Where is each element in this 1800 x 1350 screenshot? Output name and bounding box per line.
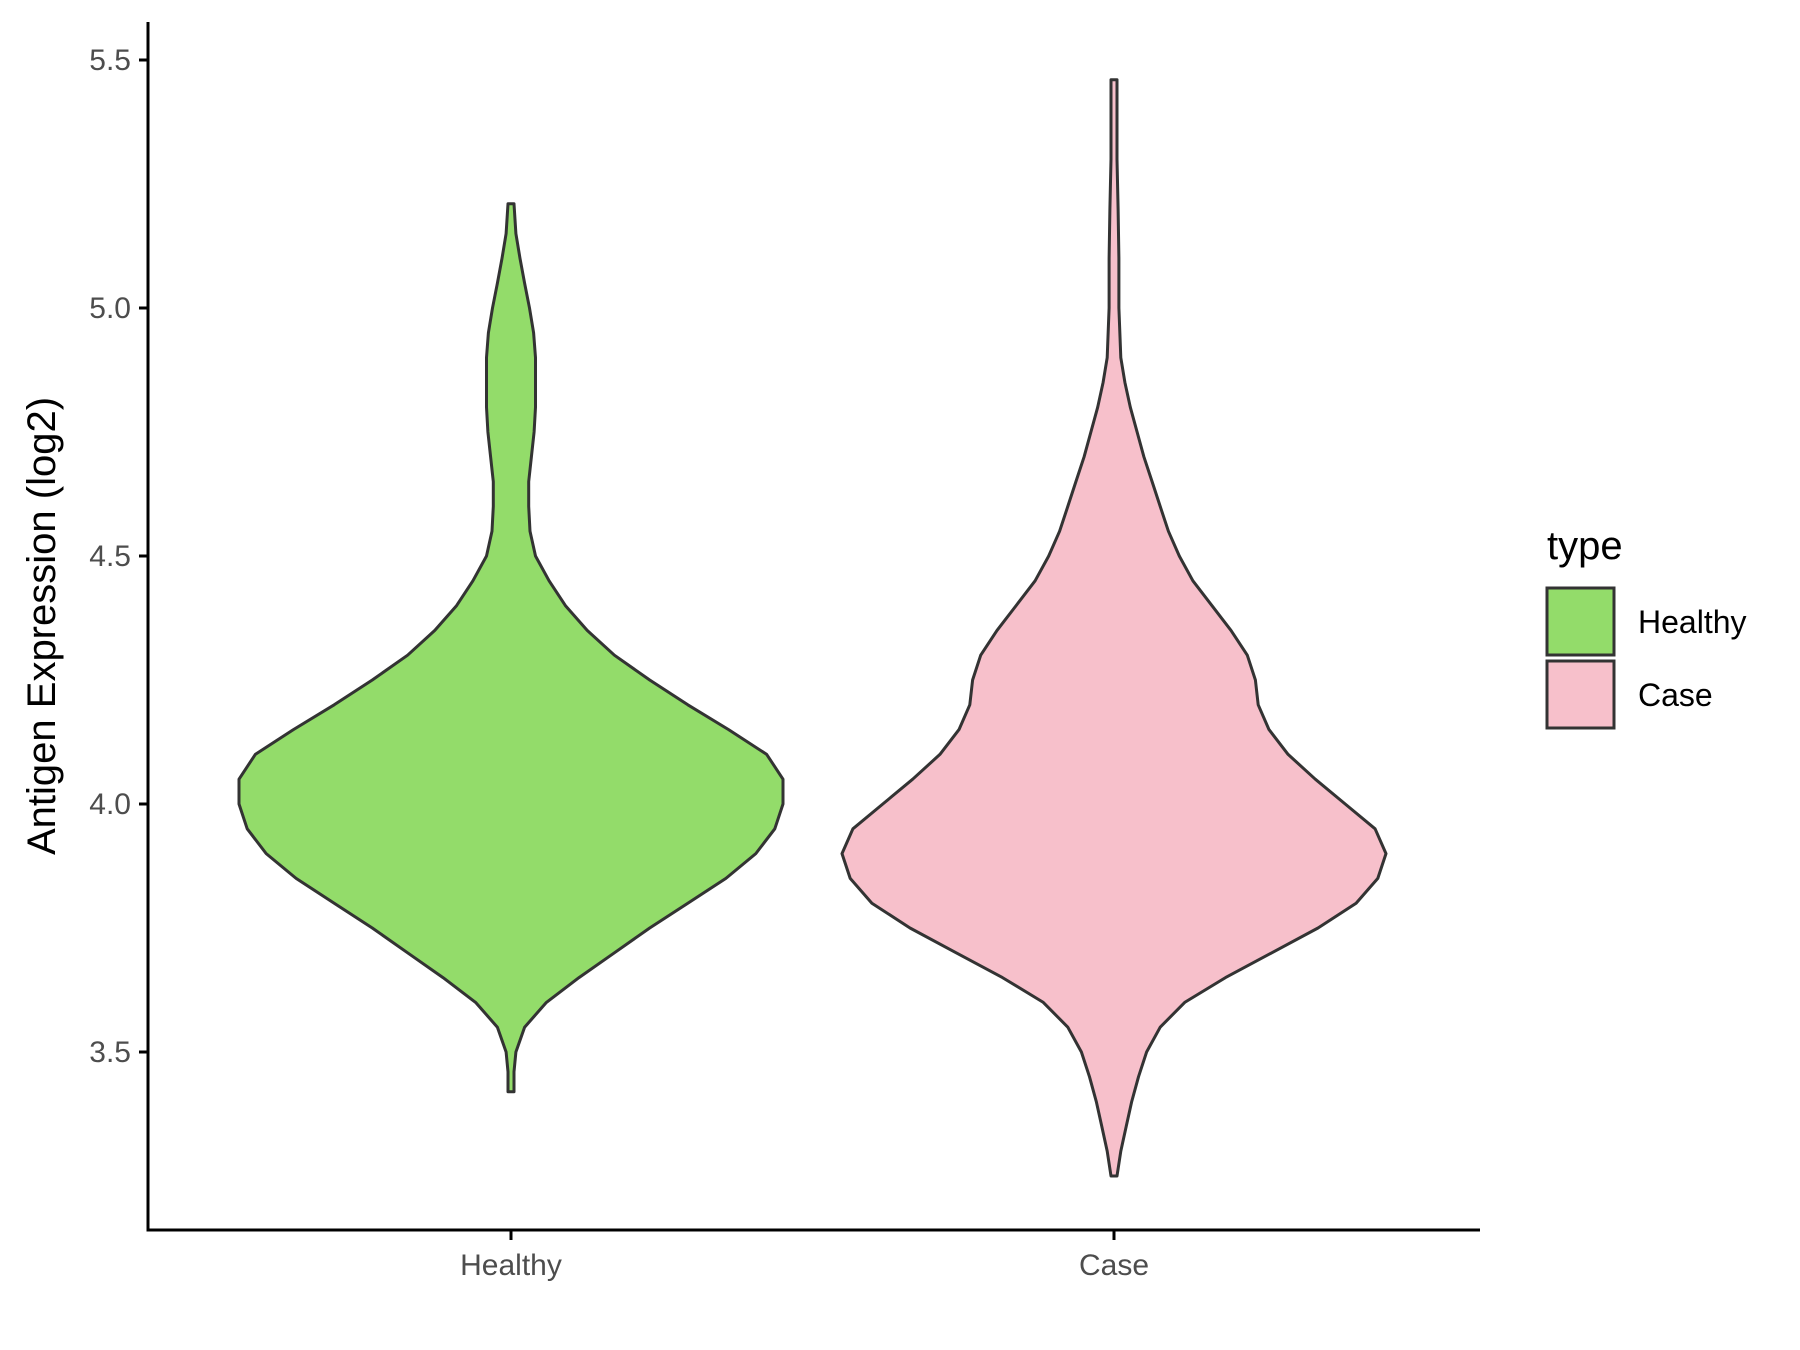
violin-layer	[237, 78, 1388, 1178]
legend-title: type	[1547, 524, 1623, 568]
legend-key-case	[1545, 659, 1616, 730]
legend-key-healthy	[1545, 586, 1616, 657]
y-axis-ticks: 3.5 4.0 4.5 5.0 5.5	[89, 44, 148, 1069]
x-tick-label: Case	[1079, 1249, 1149, 1282]
violin-healthy	[237, 202, 785, 1094]
legend-items: Healthy Case	[1545, 586, 1747, 730]
y-tick-label: 4.0	[89, 788, 131, 821]
y-tick-label: 5.0	[89, 292, 131, 325]
y-tick-label: 3.5	[89, 1036, 131, 1069]
x-axis-ticks: Healthy Case	[460, 1230, 1149, 1282]
y-tick-label: 5.5	[89, 44, 131, 77]
violin-case	[840, 78, 1388, 1178]
x-tick-label: Healthy	[460, 1249, 562, 1282]
legend-label: Case	[1638, 677, 1713, 713]
y-tick-label: 4.5	[89, 540, 131, 573]
y-axis-title: Antigen Expression (log2)	[20, 397, 64, 855]
legend-label: Healthy	[1638, 604, 1747, 640]
legend: type Healthy Case	[1545, 524, 1747, 730]
